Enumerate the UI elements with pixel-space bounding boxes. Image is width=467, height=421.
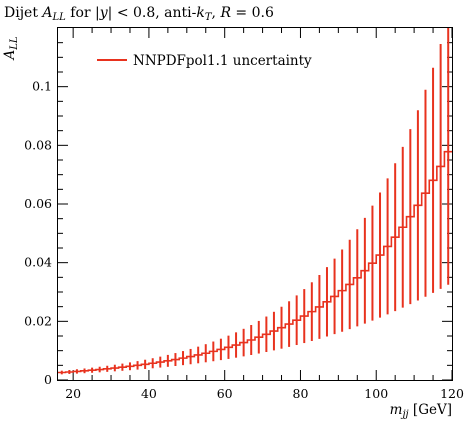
y-tick-label: 0.08 (24, 137, 52, 152)
legend: NNPDFpol1.1 uncertainty (97, 53, 312, 69)
x-tick-label: 100 (364, 386, 388, 401)
y-tick-label: 0.1 (32, 79, 52, 94)
x-tick-label: 60 (217, 386, 233, 401)
error-bars (60, 28, 450, 375)
axis-ticks (58, 28, 453, 381)
y-tick-label: 0.02 (24, 313, 52, 328)
tick-labels: 20 40 60 80 100 120 0 0.02 0.04 0.06 0.08 0.1 (24, 79, 464, 401)
x-tick-label: 20 (65, 386, 81, 401)
y-tick-label: 0.06 (24, 196, 52, 211)
central-value-step (58, 150, 452, 374)
x-tick-label: 40 (141, 386, 157, 401)
svg-text:ALL: ALL (2, 36, 20, 61)
legend-label: NNPDFpol1.1 uncertainty (133, 53, 312, 69)
x-axis-label: mjj [GeV] (390, 402, 452, 420)
y-tick-label: 0 (44, 372, 52, 387)
central-step-line (58, 150, 452, 374)
x-tick-label: 120 (440, 386, 464, 401)
plot-frame (57, 27, 453, 381)
y-axis-label: ALL (2, 36, 20, 61)
chart-title: Dijet ALL for |y| < 0.8, anti-kT, R = 0.… (4, 5, 274, 23)
x-tick-label: 80 (293, 386, 309, 401)
y-tick-label: 0.04 (24, 255, 52, 270)
